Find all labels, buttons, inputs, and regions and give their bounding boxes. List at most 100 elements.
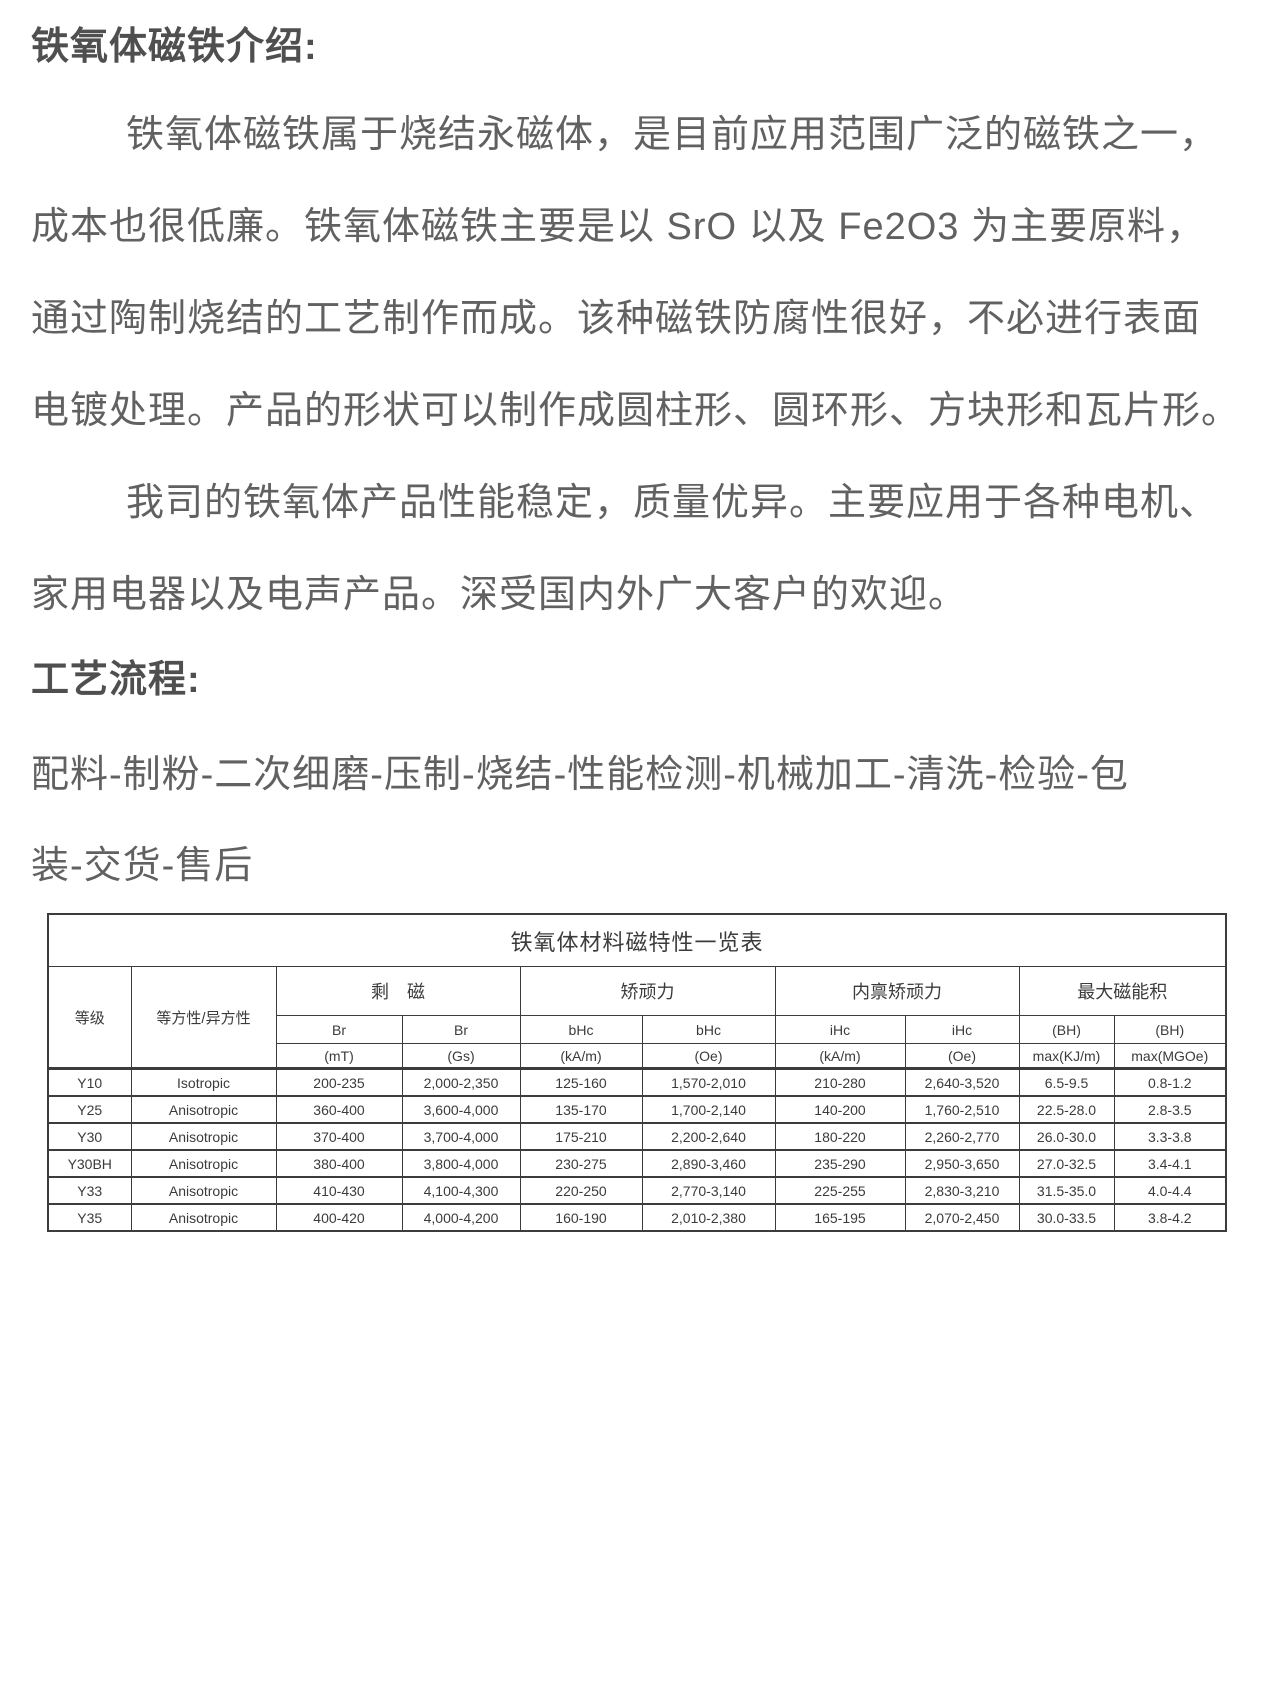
- process-text-line: 装-交货-售后: [31, 845, 254, 887]
- table-cell: 3.4-4.1: [1113, 1149, 1227, 1178]
- table-cell: 3,700-4,000: [401, 1122, 521, 1151]
- sub-header: iHc: [904, 1015, 1020, 1044]
- process-text-line: 配料-制粉-二次细磨-压制-烧结-性能检测-机械加工-清洗-检验-包: [31, 754, 1129, 796]
- sub-header: (BH): [1018, 1015, 1115, 1044]
- table-cell: 3.3-3.8: [1113, 1122, 1227, 1151]
- table-cell: Anisotropic: [130, 1203, 277, 1232]
- table-cell: 2,200-2,640: [641, 1122, 776, 1151]
- table-cell: 165-195: [774, 1203, 906, 1232]
- table-cell: 3.8-4.2: [1113, 1203, 1227, 1232]
- intro-text-line: 我司的铁氧体产品性能稳定，质量优异。主要应用于各种电机、: [126, 482, 1219, 524]
- table-cell: 2,000-2,350: [401, 1067, 521, 1097]
- table-row: Y30 Anisotropic 370-400 3,700-4,000 175-210 2…: [47, 1122, 1227, 1151]
- table-cell: 2,770-3,140: [641, 1176, 776, 1205]
- table-cell: 180-220: [774, 1122, 906, 1151]
- sub-header: iHc: [774, 1015, 906, 1044]
- table-cell: 135-170: [519, 1095, 643, 1124]
- col-header-isotropy: 等方性/异方性: [130, 966, 277, 1069]
- unit-header: (kA/m): [774, 1043, 906, 1069]
- intro-text-line: 电镀处理。产品的形状可以制作成圆柱形、圆环形、方块形和瓦片形。: [31, 390, 1241, 432]
- table-cell: 2,640-3,520: [904, 1067, 1020, 1097]
- table-cell: 380-400: [275, 1149, 403, 1178]
- table-row: Y35 Anisotropic 400-420 4,000-4,200 160-190 2…: [47, 1203, 1227, 1232]
- table-cell: Y35: [47, 1203, 132, 1232]
- unit-header: (mT): [275, 1043, 403, 1069]
- process-heading: 工艺流程:: [31, 659, 201, 701]
- table-cell: 1,760-2,510: [904, 1095, 1020, 1124]
- group-header-remanence: 剩 磁: [275, 966, 521, 1016]
- table-cell: 2,950-3,650: [904, 1149, 1020, 1178]
- group-header-max-energy-product: 最大磁能积: [1018, 966, 1227, 1016]
- table-row: Y30BH Anisotropic 380-400 3,800-4,000 230-27…: [47, 1149, 1227, 1178]
- table-cell: 200-235: [275, 1067, 403, 1097]
- group-header-intrinsic-coercivity: 内禀矫顽力: [774, 966, 1020, 1016]
- table-cell: 360-400: [275, 1095, 403, 1124]
- table-cell: 26.0-30.0: [1018, 1122, 1115, 1151]
- table-cell: 2.8-3.5: [1113, 1095, 1227, 1124]
- table-cell: 1,700-2,140: [641, 1095, 776, 1124]
- unit-header: (kA/m): [519, 1043, 643, 1069]
- intro-text-line: 家用电器以及电声产品。深受国内外广大客户的欢迎。: [31, 574, 968, 616]
- table-cell: Y30: [47, 1122, 132, 1151]
- table-cell: Y33: [47, 1176, 132, 1205]
- table-cell: Y25: [47, 1095, 132, 1124]
- table-cell: 410-430: [275, 1176, 403, 1205]
- table-cell: 22.5-28.0: [1018, 1095, 1115, 1124]
- group-header-coercivity: 矫顽力: [519, 966, 776, 1016]
- table-cell: 4,100-4,300: [401, 1176, 521, 1205]
- intro-text-line: 铁氧体磁铁属于烧结永磁体，是目前应用范围广泛的磁铁之一，: [126, 114, 1219, 156]
- table-cell: Anisotropic: [130, 1095, 277, 1124]
- table-sub-header-row: Br Br bHc bHc iHc iHc (BH) (BH): [48, 1015, 1227, 1044]
- sub-header: bHc: [519, 1015, 643, 1044]
- unit-header: max(KJ/m): [1018, 1043, 1115, 1069]
- table-cell: 400-420: [275, 1203, 403, 1232]
- table-cell: Y30BH: [47, 1149, 132, 1178]
- sub-header: bHc: [641, 1015, 776, 1044]
- table-cell: Anisotropic: [130, 1176, 277, 1205]
- table-cell: 4.0-4.4: [1113, 1176, 1227, 1205]
- col-header-grade: 等级: [47, 966, 132, 1069]
- unit-header: (Oe): [641, 1043, 776, 1069]
- magnet-table-body: Y10 Isotropic 200-235 2,000-2,350 125-160 1,5…: [47, 1067, 1227, 1232]
- table-cell: 2,830-3,210: [904, 1176, 1020, 1205]
- unit-header: (Oe): [904, 1043, 1020, 1069]
- table-cell: 225-255: [774, 1176, 906, 1205]
- table-cell: 175-210: [519, 1122, 643, 1151]
- intro-heading: 铁氧体磁铁介绍:: [31, 26, 318, 68]
- table-cell: 140-200: [774, 1095, 906, 1124]
- unit-header: (Gs): [401, 1043, 521, 1069]
- sub-header: Br: [401, 1015, 521, 1044]
- table-cell: 31.5-35.0: [1018, 1176, 1115, 1205]
- table-title: 铁氧体材料磁特性一览表: [47, 913, 1227, 967]
- table-cell: 220-250: [519, 1176, 643, 1205]
- table-cell: 160-190: [519, 1203, 643, 1232]
- table-cell: 3,600-4,000: [401, 1095, 521, 1124]
- unit-header: max(MGOe): [1113, 1043, 1227, 1069]
- table-cell: 2,070-2,450: [904, 1203, 1020, 1232]
- table-cell: 235-290: [774, 1149, 906, 1178]
- table-cell: Anisotropic: [130, 1149, 277, 1178]
- table-title-row: 铁氧体材料磁特性一览表: [47, 913, 1227, 967]
- table-row: Y10 Isotropic 200-235 2,000-2,350 125-160 1,5…: [47, 1067, 1227, 1097]
- table-cell: 2,890-3,460: [641, 1149, 776, 1178]
- table-cell: 27.0-32.5: [1018, 1149, 1115, 1178]
- sub-header: (BH): [1113, 1015, 1227, 1044]
- table-cell: 6.5-9.5: [1018, 1067, 1115, 1097]
- table-cell: 30.0-33.5: [1018, 1203, 1115, 1232]
- table-cell: 230-275: [519, 1149, 643, 1178]
- table-cell: 2,260-2,770: [904, 1122, 1020, 1151]
- table-cell: 0.8-1.2: [1113, 1067, 1227, 1097]
- table-group-header-row: 等级 等方性/异方性 剩 磁 矫顽力 内禀矫顽力 最大磁能积: [47, 966, 1227, 1069]
- table-cell: 125-160: [519, 1067, 643, 1097]
- table-cell: 370-400: [275, 1122, 403, 1151]
- intro-text-line: 成本也很低廉。铁氧体磁铁主要是以 SrO 以及 Fe2O3 为主要原料，: [31, 206, 1205, 248]
- table-cell: Y10: [47, 1067, 132, 1097]
- table-cell: Isotropic: [130, 1067, 277, 1097]
- table-row: Y25 Anisotropic 360-400 3,600-4,000 135-170 1…: [47, 1095, 1227, 1124]
- sub-header: Br: [275, 1015, 403, 1044]
- table-cell: 210-280: [774, 1067, 906, 1097]
- magnet-properties-table: 铁氧体材料磁特性一览表 等级 等方性/异方性 剩 磁 矫顽力 内禀矫顽力 最大磁…: [47, 913, 1228, 1232]
- table-units-row: (mT) (Gs) (kA/m) (Oe) (kA/m) (Oe) max(KJ…: [48, 1043, 1227, 1069]
- table-cell: 3,800-4,000: [401, 1149, 521, 1178]
